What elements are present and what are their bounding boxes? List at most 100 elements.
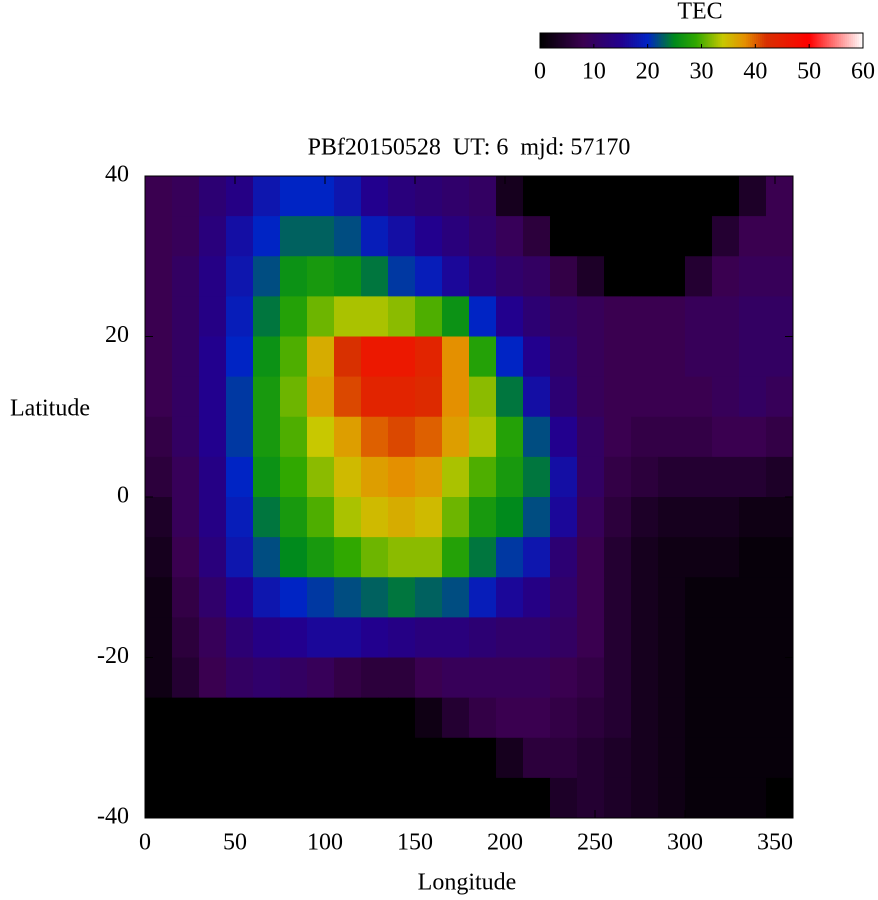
heatmap-cell <box>172 577 200 618</box>
heatmap-cell <box>334 737 362 779</box>
heatmap-cell <box>604 577 632 618</box>
heatmap-cell <box>469 416 497 458</box>
heatmap-cell <box>577 336 605 378</box>
heatmap-cell <box>172 777 200 819</box>
colorbar-swatch <box>850 33 854 48</box>
colorbar-swatch <box>661 33 664 48</box>
heatmap-cell <box>307 296 335 337</box>
heatmap-cell <box>766 657 794 699</box>
colorbar-swatch <box>802 33 805 48</box>
colorbar-swatch <box>733 33 737 48</box>
heatmap-cell <box>388 617 416 658</box>
colorbar-swatch <box>824 33 828 48</box>
heatmap-cell <box>307 537 335 578</box>
colorbar-swatch <box>727 33 731 48</box>
heatmap-cell <box>550 456 578 498</box>
heatmap-cell <box>685 296 713 337</box>
x-tick-label: 200 <box>487 830 523 856</box>
heatmap-cell <box>253 657 281 699</box>
heatmap-cell <box>469 697 497 739</box>
heatmap-cell <box>442 216 470 257</box>
heatmap-cell <box>361 577 389 618</box>
colorbar-swatch <box>655 33 658 48</box>
heatmap-cell <box>523 256 551 297</box>
heatmap-cell <box>415 537 443 578</box>
colorbar-swatch <box>836 33 840 48</box>
colorbar-swatch <box>608 33 612 48</box>
colorbar-swatch <box>562 33 565 48</box>
heatmap-cell <box>631 737 659 779</box>
heatmap-cell <box>145 777 173 819</box>
colorbar-swatch <box>749 33 753 48</box>
heatmap-cell <box>766 537 794 578</box>
heatmap-cell <box>739 697 767 739</box>
heatmap-cell <box>361 456 389 498</box>
colorbar-swatch <box>586 33 589 48</box>
heatmap-cell <box>550 497 578 538</box>
colorbar-tick-label: 40 <box>743 59 767 85</box>
heatmap-cell <box>658 577 686 618</box>
heatmap-cell <box>523 577 551 618</box>
colorbar-swatch <box>721 33 725 48</box>
heatmap-cell <box>523 737 551 779</box>
heatmap-cell <box>415 737 443 779</box>
heatmap-cell <box>712 577 740 618</box>
heatmap-cell <box>388 256 416 297</box>
colorbar-swatch <box>580 33 583 48</box>
colorbar-swatch <box>588 33 591 48</box>
heatmap-cell <box>388 497 416 538</box>
x-tick-label: 150 <box>397 830 433 856</box>
heatmap-cell <box>658 296 686 337</box>
heatmap-cell <box>469 256 497 297</box>
colorbar-swatch <box>689 33 692 48</box>
heatmap-cell <box>253 497 281 538</box>
heatmap-cell <box>631 577 659 618</box>
heatmap-cell <box>469 216 497 257</box>
heatmap-cell <box>145 376 173 418</box>
colorbar-swatch <box>840 33 844 48</box>
colorbar-swatch <box>574 33 577 48</box>
colorbar-swatch <box>778 33 781 48</box>
heatmap-cell <box>523 617 551 658</box>
heatmap-cell <box>172 216 200 257</box>
colorbar-swatch <box>796 33 799 48</box>
heatmap-cell <box>253 376 281 418</box>
colorbar-swatch <box>697 33 700 48</box>
heatmap-cell <box>172 497 200 538</box>
colorbar-tick-label: 0 <box>534 59 546 85</box>
colorbar-swatch <box>812 33 816 48</box>
heatmap-cell <box>415 216 443 257</box>
heatmap-cell <box>226 256 254 297</box>
heatmap-cell <box>631 456 659 498</box>
colorbar-swatch <box>626 33 630 48</box>
heatmap-cell <box>442 336 470 378</box>
heatmap-cell <box>685 697 713 739</box>
heatmap-cell <box>442 296 470 337</box>
colorbar-swatch <box>703 33 707 48</box>
heatmap-cell <box>766 256 794 297</box>
heatmap-cell <box>280 256 308 297</box>
heatmap-cell <box>361 697 389 739</box>
heatmap-cell <box>739 537 767 578</box>
heatmap-cell <box>199 737 227 779</box>
colorbar-swatch <box>842 33 846 48</box>
colorbar-swatch <box>564 33 567 48</box>
colorbar-swatch <box>622 33 626 48</box>
colorbar-swatch <box>713 33 717 48</box>
heatmap-cell <box>604 697 632 739</box>
colorbar-swatch <box>808 33 812 48</box>
x-tick-label: 250 <box>577 830 613 856</box>
colorbar-swatch <box>766 33 769 48</box>
colorbar-swatch <box>737 33 741 48</box>
heatmap-cell <box>307 376 335 418</box>
heatmap-cell <box>145 497 173 538</box>
heatmap-cell <box>307 577 335 618</box>
colorbar-swatch <box>776 33 779 48</box>
colorbar-swatch <box>693 33 696 48</box>
heatmap-cell <box>415 617 443 658</box>
x-tick-label: 100 <box>307 830 343 856</box>
heatmap-cell <box>361 296 389 337</box>
heatmap-cell <box>253 537 281 578</box>
heatmap-cell <box>388 537 416 578</box>
